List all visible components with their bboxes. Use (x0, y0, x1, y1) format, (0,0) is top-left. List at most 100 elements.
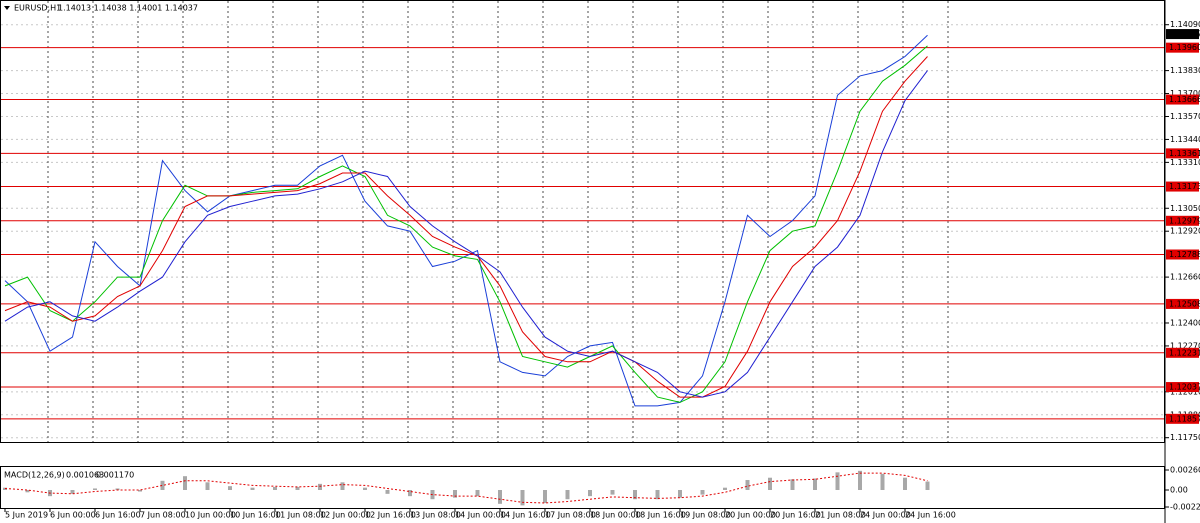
level-label: 1.13173 (1169, 182, 1200, 191)
histogram-bar (25, 490, 30, 493)
x-tick-label: 13 Jun 08:00 (410, 511, 461, 520)
histogram-bar (183, 476, 187, 491)
series-line (4, 45, 928, 403)
histogram-bar (610, 490, 615, 495)
x-tick-label: 5 Jun 2019 (5, 511, 48, 520)
histogram-bar (903, 477, 907, 491)
level-label-box (1166, 94, 1199, 105)
histogram-bar (115, 488, 120, 491)
histogram-bar (205, 482, 210, 491)
level-label-box (1166, 181, 1199, 192)
y-tick-label: 1.11750 (1170, 433, 1200, 442)
y-tick-label: 1.13310 (1170, 158, 1200, 167)
macd-value: 0.001063 (66, 471, 104, 480)
y-tick-label: 1.13700 (1170, 89, 1200, 98)
histogram-bar (475, 490, 480, 497)
level-label: 1.13361 (1169, 149, 1200, 158)
x-tick-label: 6 Jun 16:00 (95, 511, 141, 520)
menu-arrow[interactable] (4, 6, 10, 10)
symbol: EURUSD,H1 (14, 4, 61, 13)
x-tick-label: 11 Jun 08:00 (275, 511, 326, 520)
histogram-bar (318, 483, 322, 491)
level-label: 1.13666 (1169, 95, 1200, 104)
x-tick-label: 6 Jun 00:00 (50, 511, 96, 520)
y-tick-label: 1.12920 (1170, 227, 1200, 236)
level-label: 1.12788 (1169, 250, 1200, 259)
main-panel (0, 0, 1165, 443)
histogram-bar (498, 490, 502, 504)
histogram-bar (453, 490, 457, 498)
histogram-bar (835, 472, 840, 491)
histogram-bar (813, 478, 817, 491)
histogram-bar (858, 470, 862, 491)
histogram-bar (385, 490, 390, 494)
histogram-bar (678, 490, 682, 498)
x-tick-label: 17 Jun 08:00 (545, 511, 596, 520)
level-label: 1.12037 (1169, 383, 1200, 392)
x-tick-label: 10 Jun 16:00 (230, 511, 281, 520)
y-tick-label: 1.13570 (1170, 112, 1200, 121)
level-label-box (1166, 42, 1199, 53)
x-tick-label: 24 Jun 00:00 (860, 511, 911, 520)
level-label: 1.12979 (1169, 216, 1200, 225)
histogram-bar (723, 487, 727, 491)
level-label: 1.12508 (1169, 299, 1200, 308)
histogram-bar (700, 490, 705, 495)
x-tick-label: 12 Jun 00:00 (320, 511, 371, 520)
series-line (4, 34, 928, 407)
y-tick-label: -0.002215 (1170, 503, 1200, 512)
histogram-bar (543, 490, 547, 504)
x-tick-label: 19 Jun 08:00 (680, 511, 731, 520)
y-tick-label: 1.12660 (1170, 273, 1200, 282)
histogram-bar (273, 486, 277, 491)
level-label-box (1166, 298, 1199, 309)
level-label: 1.13960 (1169, 43, 1200, 52)
x-tick-label: 18 Jun 00:00 (590, 511, 641, 520)
y-tick-label: 0.00 (1170, 486, 1188, 495)
macd-signal-value: 0.001170 (96, 471, 134, 480)
series-line (4, 56, 928, 398)
current-price-label: 1.14037 (1169, 30, 1200, 39)
histogram-bar (160, 480, 165, 491)
histogram-bar (745, 480, 750, 491)
level-label-box (1166, 148, 1199, 159)
histogram-bar (565, 490, 570, 500)
histogram-bar (655, 490, 660, 500)
x-tick-label: 7 Jun 08:00 (140, 511, 186, 520)
histogram-bar (925, 481, 930, 491)
level-label: 1.11857 (1169, 414, 1200, 423)
histogram-bar (70, 490, 75, 494)
macd-title: MACD(12,26,9) (4, 471, 65, 480)
y-tick-label: 1.13830 (1170, 66, 1200, 75)
x-tick-label: 12 Jun 16:00 (365, 511, 416, 520)
level-label-box (1166, 347, 1199, 358)
level-label: 1.12231 (1169, 348, 1200, 357)
histogram-bar (93, 488, 97, 491)
y-tick-label: 1.14090 (1170, 20, 1200, 29)
histogram-bar (520, 490, 525, 506)
series-line (4, 472, 928, 504)
x-tick-label: 18 Jun 16:00 (635, 511, 686, 520)
level-label-box (1166, 249, 1199, 260)
current-price-box (1166, 29, 1199, 40)
x-tick-label: 20 Jun 00:00 (725, 511, 776, 520)
histogram-bar (295, 486, 300, 491)
y-tick-label: 1.13050 (1170, 204, 1200, 213)
histogram-bar (588, 490, 592, 497)
x-tick-label: 14 Jun 16:00 (500, 511, 551, 520)
y-tick-label: 1.12400 (1170, 318, 1200, 327)
histogram-bar (138, 490, 142, 492)
y-tick-label: 1.12270 (1170, 341, 1200, 350)
level-label-box (1166, 382, 1199, 393)
histogram-bar (768, 477, 772, 491)
x-tick-label: 20 Jun 16:00 (770, 511, 821, 520)
macd-panel (0, 466, 1165, 509)
x-tick-label: 14 Jun 00:00 (455, 511, 506, 520)
histogram-bar (790, 479, 795, 491)
y-tick-label: 1.13440 (1170, 135, 1200, 144)
level-label-box (1166, 215, 1199, 226)
histogram-bar (633, 490, 637, 500)
x-tick-label: 10 Jun 00:00 (185, 511, 236, 520)
histogram-bar (228, 486, 232, 491)
